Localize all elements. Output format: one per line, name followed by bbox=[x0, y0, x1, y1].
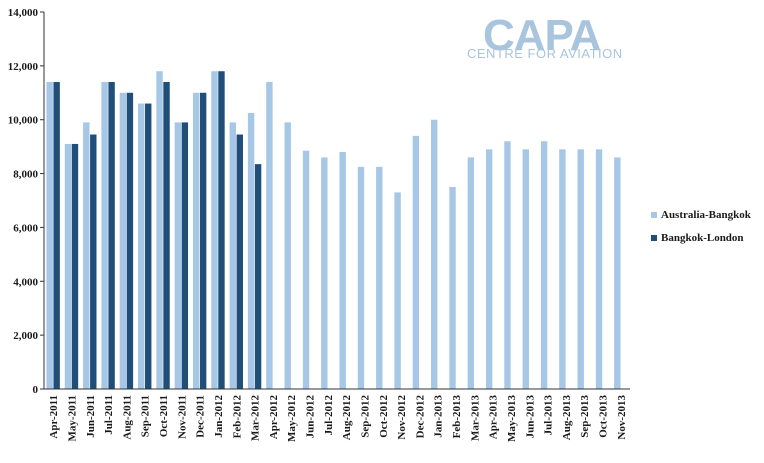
bar-australia-bangkok-jul-2011 bbox=[101, 82, 108, 389]
bar-australia-bangkok-apr-2011 bbox=[46, 82, 53, 389]
logo-main-text: CAPA bbox=[483, 11, 601, 60]
bar-bangkok-london-nov-2011 bbox=[181, 122, 189, 390]
bar-australia-bangkok-sep-2012 bbox=[357, 166, 365, 389]
bars bbox=[46, 71, 621, 390]
bar-australia-bangkok-nov-2013 bbox=[614, 157, 621, 389]
bar-australia-bangkok-jan-2012 bbox=[211, 71, 218, 389]
bar-bangkok-london-dec-2011 bbox=[199, 92, 207, 390]
y-tick-label: 10,000 bbox=[8, 115, 39, 127]
y-tick-label: 4,000 bbox=[13, 276, 38, 288]
x-tick-label: Nov-2013 bbox=[616, 395, 628, 440]
bar-australia-bangkok-jun-2013 bbox=[522, 149, 529, 389]
bar-bangkok-london-apr-2011 bbox=[53, 82, 60, 389]
y-tick-label: 8,000 bbox=[13, 169, 38, 181]
bar-australia-bangkok-jan-2013 bbox=[431, 119, 438, 389]
bar-australia-bangkok-aug-2013 bbox=[559, 149, 566, 389]
x-tick-label: Jun-2012 bbox=[305, 395, 317, 439]
y-tick-label: 0 bbox=[33, 384, 39, 396]
x-tick-label: Jul-2012 bbox=[323, 395, 335, 436]
bar-australia-bangkok-apr-2013 bbox=[485, 149, 493, 389]
bar-australia-bangkok-apr-2012 bbox=[266, 82, 273, 389]
y-tick-label: 6,000 bbox=[13, 222, 38, 234]
bar-australia-bangkok-aug-2011 bbox=[119, 92, 127, 390]
x-tick-label: Apr-2012 bbox=[268, 395, 280, 440]
bar-australia-bangkok-jul-2012 bbox=[321, 157, 328, 389]
x-tick-label: Aug-2013 bbox=[561, 395, 573, 441]
x-tick-label: Dec-2011 bbox=[195, 395, 207, 438]
bar-australia-bangkok-feb-2012 bbox=[229, 122, 236, 390]
bar-australia-bangkok-oct-2012 bbox=[376, 166, 383, 389]
x-tick-label: Jun-2013 bbox=[524, 395, 536, 439]
x-tick-label: Nov-2012 bbox=[396, 395, 408, 440]
bar-australia-bangkok-dec-2011 bbox=[192, 92, 200, 390]
legend-swatch-australia-bangkok bbox=[651, 212, 657, 218]
bar-australia-bangkok-oct-2011 bbox=[156, 71, 163, 389]
x-tick-label: May-2011 bbox=[66, 395, 78, 441]
y-axis-ticks: 0 2,000 4,000 6,000 8,000 10,000 12,000 14,000 bbox=[8, 7, 44, 396]
x-tick-label: Mar-2013 bbox=[469, 395, 481, 442]
bar-australia-bangkok-aug-2012 bbox=[339, 152, 346, 389]
bar-australia-bangkok-jun-2012 bbox=[302, 150, 310, 389]
bar-bangkok-london-jan-2012 bbox=[218, 71, 225, 389]
x-tick-label: Oct-2013 bbox=[598, 395, 610, 438]
bar-australia-bangkok-mar-2012 bbox=[247, 112, 255, 389]
bar-australia-bangkok-may-2012 bbox=[284, 122, 291, 390]
bar-bangkok-london-may-2011 bbox=[71, 143, 79, 389]
bar-bangkok-london-aug-2011 bbox=[126, 92, 134, 390]
bar-australia-bangkok-jul-2013 bbox=[540, 141, 548, 389]
x-tick-label: May-2012 bbox=[286, 395, 298, 443]
x-tick-label: Nov-2011 bbox=[176, 395, 188, 439]
x-tick-label: Mar-2012 bbox=[250, 395, 262, 442]
bar-australia-bangkok-may-2011 bbox=[64, 143, 72, 389]
bar-bangkok-london-jun-2011 bbox=[90, 134, 97, 389]
x-tick-label: Feb-2012 bbox=[231, 395, 243, 439]
x-tick-label: Sep-2012 bbox=[359, 395, 371, 438]
legend-swatch-bangkok-london bbox=[651, 235, 657, 241]
x-tick-label: Feb-2013 bbox=[451, 395, 463, 439]
x-tick-label: Apr-2013 bbox=[488, 395, 500, 440]
legend-label: Bangkok-London bbox=[661, 232, 744, 244]
x-tick-label: Jul-2011 bbox=[103, 395, 115, 435]
x-tick-label: Jan-2013 bbox=[433, 395, 445, 438]
bar-bangkok-london-sep-2011 bbox=[145, 103, 152, 390]
x-tick-label: Aug-2012 bbox=[341, 395, 353, 441]
x-tick-label: Jul-2013 bbox=[543, 395, 555, 436]
y-tick-label: 12,000 bbox=[8, 61, 39, 73]
y-tick-label: 14,000 bbox=[8, 7, 39, 19]
bar-australia-bangkok-may-2013 bbox=[504, 141, 511, 389]
capa-logo: CAPA CENTRE FOR AVIATION bbox=[467, 11, 623, 61]
legend-label: Australia-Bangkok bbox=[661, 209, 752, 221]
bar-bangkok-london-mar-2012 bbox=[254, 164, 262, 389]
bar-bangkok-london-oct-2011 bbox=[163, 82, 170, 389]
x-tick-label: Jan-2012 bbox=[213, 395, 225, 438]
bar-australia-bangkok-mar-2013 bbox=[467, 157, 475, 389]
bar-australia-bangkok-nov-2012 bbox=[394, 192, 401, 389]
bar-australia-bangkok-oct-2013 bbox=[595, 149, 603, 389]
x-tick-label: May-2013 bbox=[506, 395, 518, 443]
x-tick-label: Oct-2012 bbox=[378, 395, 390, 438]
x-tick-label: Dec-2012 bbox=[414, 395, 426, 439]
x-axis-ticks: Apr-2011 May-2011 Jun-2011 Jul-2011 Aug-2011… bbox=[48, 395, 628, 443]
bar-bangkok-london-feb-2012 bbox=[236, 134, 243, 389]
bar-australia-bangkok-dec-2012 bbox=[412, 135, 420, 389]
bar-australia-bangkok-feb-2013 bbox=[449, 187, 456, 389]
x-tick-label: Oct-2011 bbox=[158, 395, 170, 437]
x-tick-label: Apr-2011 bbox=[48, 395, 60, 439]
legend: Australia-Bangkok Bangkok-London bbox=[651, 209, 752, 244]
bar-australia-bangkok-sep-2013 bbox=[577, 149, 584, 389]
x-tick-label: Sep-2013 bbox=[579, 395, 591, 438]
bar-australia-bangkok-sep-2011 bbox=[138, 103, 145, 390]
bar-australia-bangkok-jun-2011 bbox=[83, 122, 90, 390]
x-tick-label: Aug-2011 bbox=[121, 395, 133, 440]
bar-australia-bangkok-nov-2011 bbox=[174, 122, 182, 390]
y-tick-label: 2,000 bbox=[13, 330, 38, 342]
x-tick-label: Sep-2011 bbox=[140, 395, 152, 437]
logo-sub-text: CENTRE FOR AVIATION bbox=[467, 46, 623, 61]
axes bbox=[43, 12, 630, 390]
bar-bangkok-london-jul-2011 bbox=[108, 82, 115, 389]
x-tick-label: Jun-2011 bbox=[85, 395, 97, 438]
